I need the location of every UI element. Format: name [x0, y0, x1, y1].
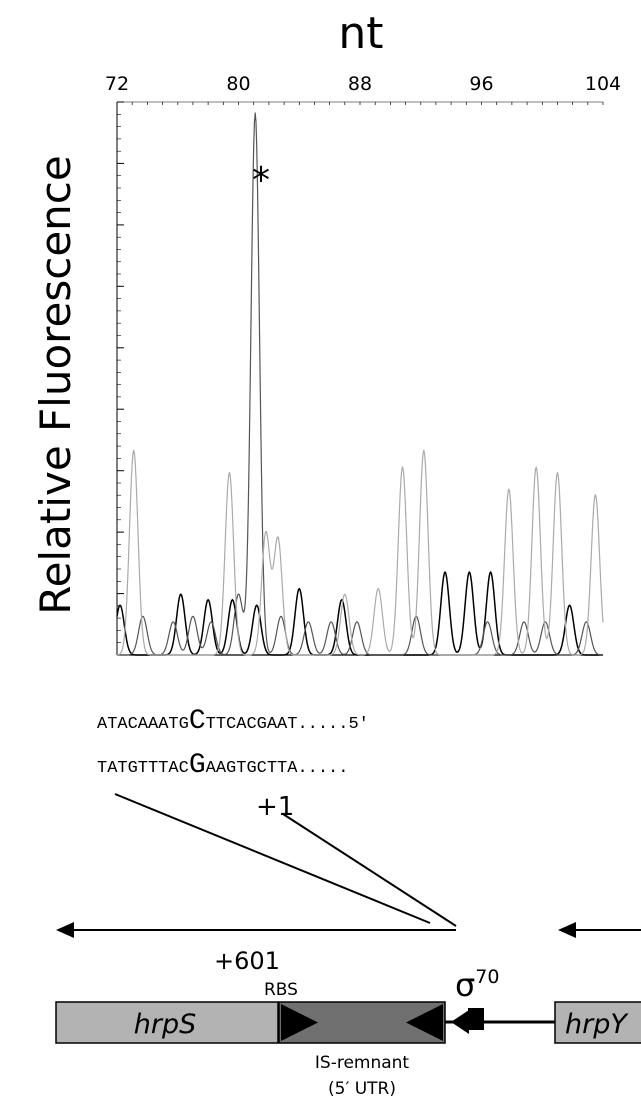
hrpY-transcript-arrowhead [558, 922, 576, 938]
trace-series-2 [117, 112, 604, 656]
sigma-superscript: 70 [475, 966, 499, 988]
x-ticks [116, 102, 604, 105]
top-strand-left: ATACAAATG [97, 715, 189, 734]
start-site-label: +1 [256, 792, 294, 822]
hrpS-gene-box [55, 1001, 279, 1044]
x-tick-label: 80 [226, 73, 250, 95]
promoter-block [468, 1008, 484, 1030]
bottom-strand-sequence: TATGTTTACGAAGTGCTTA..... [97, 750, 348, 781]
hrpY-gene-box [554, 1001, 641, 1044]
x-tick-label: 88 [348, 73, 372, 95]
top-strand-right: TTCACGAAT.....5′ [206, 715, 369, 734]
x-tick-labels: 72 80 88 96 104 [105, 73, 621, 95]
bottom-strand-right: AAGTGCTTA..... [206, 759, 349, 778]
top-strand-start-base: C [189, 706, 206, 737]
trace-series-3 [116, 449, 604, 656]
trace-lines [116, 112, 604, 656]
promoter-arrow [451, 1010, 469, 1034]
is-inverted-repeat-left [281, 1004, 318, 1041]
x-tick-label: 104 [585, 73, 621, 95]
sigma-promoter-label: σ70 [455, 966, 499, 1004]
sigma-symbol: σ [455, 966, 475, 1004]
zoom-line-right [282, 813, 457, 927]
is-inverted-repeat-right [406, 1004, 443, 1041]
bottom-strand-start-base: G [189, 750, 206, 781]
hrpY-gene-label: hrpY [565, 1009, 629, 1040]
is-utr-label: (5′ UTR) [328, 1079, 396, 1099]
peak-annotation: * [252, 160, 270, 201]
hrpS-gene-label: hrpS [134, 1009, 197, 1040]
x-axis-label: nt [338, 8, 383, 59]
end-site-label: +601 [214, 947, 280, 975]
x-tick-label: 72 [105, 73, 129, 95]
top-strand-sequence: ATACAAATGCTTCACGAAT.....5′ [97, 706, 369, 737]
is-remnant-label: IS-remnant [315, 1053, 410, 1073]
rbs-label: RBS [264, 980, 298, 1000]
x-tick-label: 96 [469, 73, 493, 95]
zoom-line-left [114, 793, 431, 924]
hrpS-transcript-arrowhead [56, 922, 74, 938]
y-axis-label: Relative Fluorescence [31, 155, 80, 614]
y-ticks [117, 101, 124, 656]
bottom-strand-left: TATGTTTAC [97, 759, 189, 778]
